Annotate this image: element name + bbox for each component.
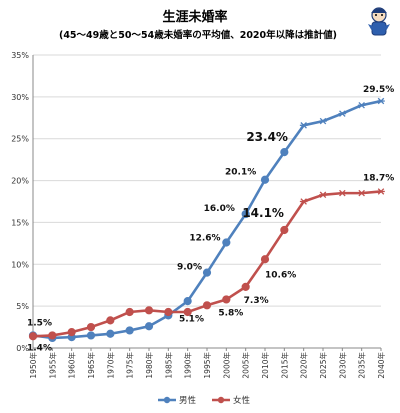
series-female [28,188,385,341]
data-point [86,322,96,332]
data-point [319,191,327,199]
data-point [48,331,57,340]
data-point [106,316,115,325]
data-point [183,297,192,306]
x-tick-label: 1950年 [28,352,38,379]
x-tick-label: 2020年 [299,352,309,379]
axis-layer: 0% 5% 10% 15% 20% 25% 30% 35% 1950年 1955年 1960年 196… [11,51,386,379]
legend-label: 女性 [233,395,251,406]
x-tick-label: 1975年 [125,352,135,379]
data-point [144,322,154,331]
data-point [260,175,270,184]
x-tick-label: 1955年 [47,352,57,379]
x-tick-label: 2010年 [260,352,270,379]
x-tick-label: 1960年 [67,352,77,379]
x-tick-label: 1965年 [86,352,96,379]
data-point [202,301,212,310]
grid-layer [33,54,381,349]
data-point [86,331,96,340]
data-label: 20.1% [225,168,256,178]
x-tick-label: 1970年 [105,352,115,379]
data-point [338,189,347,197]
data-label: 7.3% [244,296,269,306]
x-tick-label: 2000年 [221,352,231,379]
data-label: 9.0% [177,263,202,273]
data-point [144,306,154,315]
data-point [357,101,366,109]
data-label: 1.4% [27,343,52,353]
y-tick-label: 30% [11,93,29,102]
data-point [241,282,250,291]
x-tick-label: 2015年 [279,352,289,379]
data-label: 29.5% [363,85,394,95]
x-tick-label: 2035年 [357,352,367,379]
x-tick-label: 1980年 [144,352,154,379]
data-point [28,332,38,341]
data-point [260,255,270,264]
x-tick-label: 1990年 [183,352,193,379]
x-tick-label: 2005年 [241,352,251,379]
data-point [338,110,347,117]
y-tick-label: 20% [11,177,29,186]
data-label: 12.6% [189,234,220,244]
y-tick-label: 10% [11,260,29,269]
x-tick-label: 1985年 [163,352,173,379]
data-label: 5.8% [218,308,243,318]
data-point [202,268,212,277]
legend-item: 女性 [212,395,251,406]
x-tick-label: 1995年 [202,352,212,379]
data-label: 16.0% [204,204,235,214]
data-label: 14.1% [242,206,284,220]
character-mascot-icon [362,4,396,38]
data-point [67,327,76,337]
data-point [357,189,366,197]
data-point [222,238,231,247]
data-point [299,122,308,129]
legend-marker [217,396,225,404]
data-point [125,326,134,335]
data-point [106,329,115,338]
y-tick-label: 35% [11,51,29,60]
legend-label: 男性 [179,395,197,406]
x-tick-label: 2025年 [318,352,328,379]
data-label: 23.4% [246,130,288,144]
chart-title: 生涯未婚率 [162,9,227,25]
data-point [280,225,289,235]
data-point [319,117,327,125]
data-point [377,188,385,195]
data-point [183,307,192,317]
data-label: 1.5% [27,318,52,328]
data-point [280,148,289,157]
data-label: 18.7% [363,173,394,183]
data-point [377,97,385,105]
y-tick-label: 0% [16,344,29,353]
data-label: 10.6% [265,270,296,280]
data-label-layer: 1.5% 1.4% 9.0% 12.6% 16.0% 20.1% 23.4% 29.5% 5.1… [27,85,394,353]
chart-subtitle: (45～49歳と50～54歳未婚率の平均値、2020年以降は推計値) [59,29,337,41]
legend: 男性 女性 [158,395,251,406]
data-point [222,295,231,304]
data-point [125,307,134,317]
x-tick-label: 2030年 [337,352,347,379]
data-label: 5.1% [179,314,204,324]
data-point [299,198,308,205]
y-tick-label: 25% [11,135,29,144]
series-layer [28,97,385,343]
data-point [164,307,173,317]
legend-item: 男性 [158,395,197,406]
legend-marker [163,396,171,404]
y-tick-label: 15% [11,218,29,227]
data-point [241,209,250,219]
y-tick-label: 5% [16,302,29,311]
x-tick-label: 2040年 [376,352,386,379]
